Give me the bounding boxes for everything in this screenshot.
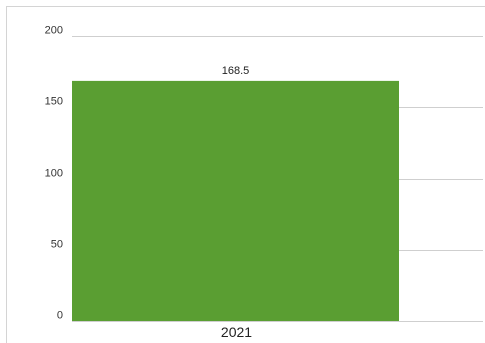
- data-labels: 168.5: [222, 65, 250, 77]
- y-tick-label-200: 200: [45, 25, 63, 37]
- frame-top-border: [6, 6, 485, 7]
- data-label-2021: 168.5: [222, 65, 250, 77]
- x-axis-tick-labels: 2021: [221, 324, 252, 340]
- bars: [72, 80, 399, 321]
- y-tick-label-150: 150: [45, 96, 63, 108]
- frame-left-border: [6, 6, 7, 343]
- y-tick-label-0: 0: [57, 310, 63, 322]
- x-tick-label-2021: 2021: [221, 324, 252, 340]
- y-tick-label-100: 100: [45, 168, 63, 180]
- bar-2021: [72, 80, 399, 321]
- y-tick-label-50: 50: [51, 239, 63, 251]
- y-axis-tick-labels: 0 50 100 150 200: [45, 25, 63, 322]
